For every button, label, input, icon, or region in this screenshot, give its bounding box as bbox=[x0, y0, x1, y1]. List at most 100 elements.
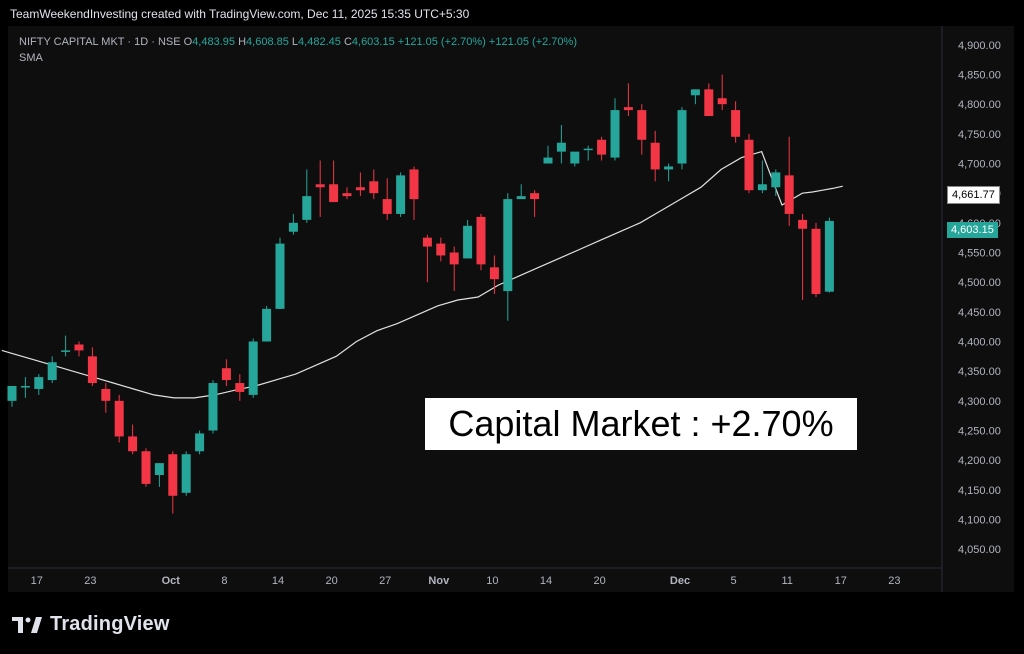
candle-body bbox=[235, 383, 245, 392]
candle bbox=[168, 451, 178, 514]
candle bbox=[623, 83, 633, 117]
open-value: 4,483.95 bbox=[192, 36, 236, 48]
close-label: C bbox=[343, 36, 352, 48]
y-tick-label: 4,100.00 bbox=[958, 515, 1001, 527]
candle bbox=[757, 160, 767, 194]
x-tick-label: 20 bbox=[593, 575, 605, 587]
change-value: +121.05 (+2.70%) bbox=[397, 36, 486, 48]
candle bbox=[262, 305, 272, 342]
candle-body bbox=[610, 110, 620, 158]
candle-body bbox=[503, 199, 513, 292]
candle bbox=[637, 104, 647, 155]
candle-body bbox=[275, 243, 285, 309]
low-value: 4,482.45 bbox=[298, 36, 341, 48]
candle-body bbox=[690, 89, 700, 96]
y-tick-label: 4,050.00 bbox=[958, 544, 1001, 556]
x-tick-label: 14 bbox=[272, 575, 284, 587]
candle bbox=[449, 246, 459, 292]
candle-body bbox=[248, 341, 258, 395]
candle-body bbox=[342, 193, 352, 197]
candle bbox=[114, 394, 124, 443]
candle-body bbox=[449, 252, 459, 265]
candle bbox=[610, 98, 620, 161]
candle bbox=[744, 133, 754, 194]
annotation-box: Capital Market : +2.70% bbox=[425, 398, 857, 450]
high-value: 4,608.85 bbox=[246, 36, 289, 48]
candle-body bbox=[128, 436, 138, 452]
candle bbox=[409, 166, 419, 220]
candle-body bbox=[757, 184, 767, 191]
candle-body bbox=[436, 243, 446, 256]
candle-body bbox=[637, 110, 647, 140]
candle-body bbox=[20, 386, 30, 388]
candle-body bbox=[302, 196, 312, 220]
candle bbox=[34, 374, 44, 395]
x-tick-label: 17 bbox=[835, 575, 847, 587]
candle-body bbox=[409, 169, 419, 200]
candle-body bbox=[570, 151, 580, 164]
price-axis[interactable] bbox=[942, 26, 1014, 592]
candle bbox=[101, 383, 111, 413]
candle bbox=[597, 136, 607, 161]
candle-body bbox=[717, 98, 727, 105]
candle bbox=[141, 448, 151, 487]
tradingview-brand[interactable]: TradingView bbox=[12, 613, 170, 636]
candle bbox=[195, 430, 205, 455]
low-label: L bbox=[291, 36, 299, 48]
candle bbox=[235, 374, 245, 401]
candle bbox=[677, 107, 687, 170]
candle-body bbox=[221, 368, 231, 381]
candle bbox=[556, 124, 566, 164]
candle bbox=[583, 145, 593, 161]
candle-body bbox=[262, 308, 272, 342]
candle bbox=[811, 222, 821, 297]
candle bbox=[650, 130, 660, 182]
candle bbox=[731, 101, 741, 143]
candle-body bbox=[181, 454, 191, 493]
candle-body bbox=[74, 344, 84, 351]
candle-body bbox=[556, 142, 566, 152]
candle bbox=[463, 219, 473, 259]
candle bbox=[7, 386, 17, 407]
candle bbox=[824, 217, 834, 293]
candle-body bbox=[543, 157, 553, 164]
candle bbox=[369, 169, 379, 200]
candles-layer bbox=[7, 74, 834, 514]
y-tick-label: 4,150.00 bbox=[958, 485, 1001, 497]
sma-indicator-label[interactable]: SMA bbox=[19, 52, 43, 64]
x-tick-label: 5 bbox=[731, 575, 737, 587]
y-tick-label: 4,450.00 bbox=[958, 307, 1001, 319]
y-tick-label: 4,250.00 bbox=[958, 426, 1001, 438]
candle-body bbox=[369, 181, 379, 194]
symbol-label[interactable]: NIFTY CAPITAL MKT · 1D · NSE bbox=[19, 36, 181, 48]
x-tick-label: 17 bbox=[31, 575, 43, 587]
candle-body bbox=[664, 166, 674, 170]
credit-text: TeamWeekendInvesting created with Tradin… bbox=[10, 7, 470, 21]
y-tick-label: 4,500.00 bbox=[958, 277, 1001, 289]
candle-body bbox=[315, 184, 325, 188]
candle-body bbox=[355, 187, 365, 191]
candle-body bbox=[422, 237, 432, 247]
ohlc-legend: NIFTY CAPITAL MKT · 1D · NSE O4,483.95 H… bbox=[19, 36, 577, 48]
candle bbox=[489, 255, 499, 295]
candle-body bbox=[208, 383, 218, 431]
candle-body bbox=[704, 89, 714, 117]
brand-name: TradingView bbox=[50, 613, 170, 635]
candle-body bbox=[771, 172, 781, 188]
candle-body bbox=[516, 196, 526, 200]
y-tick-label: 4,200.00 bbox=[958, 455, 1001, 467]
candle-body bbox=[87, 356, 97, 384]
y-tick-label: 4,550.00 bbox=[958, 248, 1001, 260]
x-tick-label: 23 bbox=[888, 575, 900, 587]
candle bbox=[798, 213, 808, 300]
candle bbox=[302, 169, 312, 223]
last-price-tag: 4,603.15 bbox=[947, 222, 998, 238]
candle bbox=[570, 151, 580, 167]
candle bbox=[342, 187, 352, 200]
candle bbox=[248, 338, 258, 398]
change-value-2: +121.05 (+2.70%) bbox=[488, 36, 577, 48]
candle-body bbox=[288, 222, 298, 232]
candle-body bbox=[583, 148, 593, 151]
candle bbox=[382, 178, 392, 220]
